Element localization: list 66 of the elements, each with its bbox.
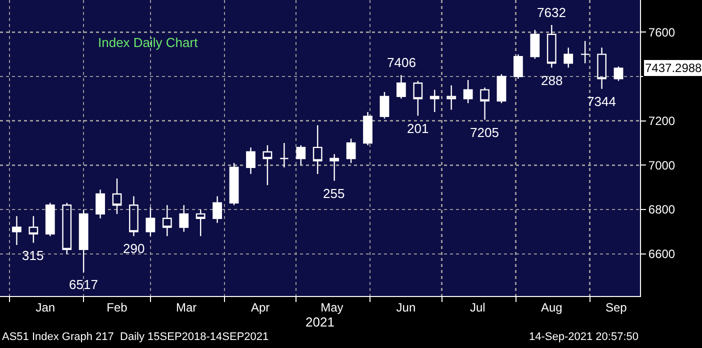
candlestick bbox=[196, 208, 206, 237]
x-tick-label: Jul bbox=[470, 300, 486, 314]
x-tick-label: Jan bbox=[36, 300, 56, 314]
candlestick bbox=[346, 138, 356, 164]
candlestick bbox=[296, 144, 306, 166]
annotation: 255 bbox=[323, 186, 345, 201]
y-tick-label: 7000 bbox=[648, 158, 676, 172]
x-tick-label: Mar bbox=[176, 300, 197, 314]
candlestick bbox=[212, 196, 222, 224]
candlestick bbox=[162, 204, 172, 237]
text: 14-Sep-2021 20:57:50 bbox=[529, 331, 638, 343]
candlestick bbox=[380, 91, 390, 120]
annotation: 7205 bbox=[470, 125, 499, 140]
candlestick bbox=[597, 47, 606, 90]
candlestick bbox=[463, 79, 473, 104]
candlestick bbox=[330, 154, 340, 182]
candlestick bbox=[229, 162, 239, 206]
y-tick-label: 6800 bbox=[648, 202, 676, 217]
annotation: 7406 bbox=[387, 55, 416, 70]
candlestick bbox=[96, 188, 105, 219]
candlestick bbox=[28, 216, 38, 244]
y-tick-label: 7600 bbox=[648, 25, 676, 40]
annotation: 6517 bbox=[69, 277, 98, 292]
x-tick-label: Feb bbox=[106, 300, 128, 314]
y-tick-label: 6600 bbox=[648, 247, 676, 262]
candlestick bbox=[496, 74, 506, 104]
candlestick bbox=[45, 202, 55, 237]
candlestick bbox=[62, 202, 72, 254]
candlestick bbox=[564, 47, 574, 68]
candlestick bbox=[112, 178, 122, 215]
candlestick bbox=[312, 124, 322, 175]
text: AS51 Index Graph 217 Daily 15SEP2018-14SEP2021 bbox=[2, 331, 269, 343]
x-axis-title: 2021 bbox=[306, 314, 334, 330]
candlestick bbox=[179, 204, 189, 232]
candlestick bbox=[530, 29, 540, 60]
candlestick bbox=[546, 24, 556, 68]
annotation: 7344 bbox=[587, 94, 616, 109]
x-tick-label: Aug bbox=[540, 300, 562, 314]
candlestick bbox=[246, 146, 256, 175]
x-tick-label: Sep bbox=[605, 300, 628, 314]
annotation: 290 bbox=[123, 241, 145, 256]
annotation: 7632 bbox=[537, 5, 566, 20]
candlestick bbox=[446, 84, 456, 110]
candlestick bbox=[514, 54, 523, 80]
candlestick bbox=[146, 206, 156, 237]
candlestick bbox=[129, 196, 138, 237]
y-tick-label: 7200 bbox=[648, 114, 676, 128]
candlestick bbox=[279, 142, 289, 168]
candlestick bbox=[12, 216, 22, 246]
candlestick bbox=[363, 111, 372, 146]
candlestick bbox=[78, 208, 88, 273]
candlestick bbox=[580, 40, 590, 64]
candlestick bbox=[413, 80, 423, 116]
candlestick bbox=[396, 74, 406, 100]
text: Index Daily Chart bbox=[98, 35, 198, 50]
x-tick-label: Jun bbox=[396, 300, 416, 314]
annotation: 288 bbox=[541, 73, 563, 88]
annotation: 201 bbox=[407, 121, 429, 136]
candlestick bbox=[262, 144, 272, 186]
annotation: 315 bbox=[22, 248, 44, 263]
x-tick-label: Apr bbox=[250, 300, 270, 314]
candlestick bbox=[614, 66, 624, 82]
x-tick-label: May bbox=[320, 300, 344, 314]
candlestick bbox=[430, 89, 440, 113]
annotation: 7437.2988 bbox=[645, 61, 702, 75]
candlestick bbox=[480, 86, 490, 120]
